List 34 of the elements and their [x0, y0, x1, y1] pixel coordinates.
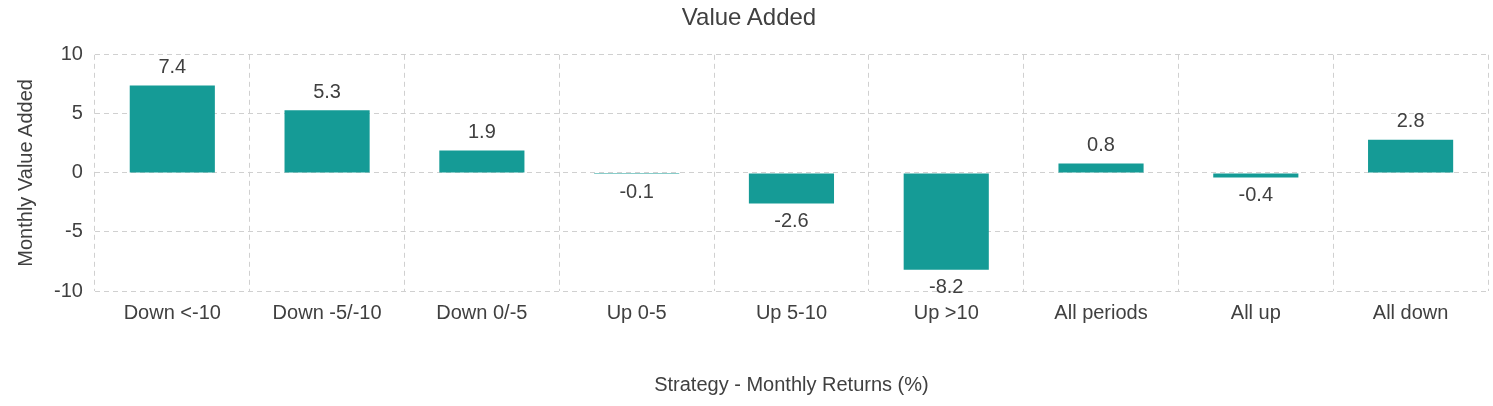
x-tick-label: All down: [1372, 300, 1449, 323]
y-tick-label: 10: [60, 42, 83, 65]
x-tick-label: Down -5/-10: [272, 300, 382, 323]
y-tick-label: 0: [71, 160, 83, 183]
data-label: -0.1: [619, 179, 654, 202]
data-label: 1.9: [467, 119, 496, 142]
data-label: 2.8: [1396, 109, 1425, 132]
bar: [439, 150, 525, 173]
y-tick-label: -10: [54, 278, 83, 301]
x-tick-label: Up >10: [913, 300, 979, 323]
data-label: 7.4: [158, 55, 187, 78]
y-tick-label: 5: [71, 101, 83, 124]
data-label: 0.8: [1087, 132, 1115, 155]
bar: [1368, 139, 1454, 173]
x-tick-label: All periods: [1054, 300, 1148, 323]
x-tick-label: Up 5-10: [755, 300, 828, 323]
data-label: -0.4: [1238, 183, 1274, 206]
y-axis-title: Monthly Value Added: [13, 79, 36, 267]
chart-title: Value Added: [681, 3, 817, 31]
x-tick-label: Down <-10: [123, 300, 221, 323]
data-label: -8.2: [929, 275, 964, 298]
data-label: -2.6: [774, 209, 809, 232]
bar: [903, 173, 989, 270]
x-tick-label: Up 0-5: [606, 300, 667, 323]
bar: [129, 85, 215, 173]
x-tick-label: All up: [1230, 300, 1281, 323]
bar: [284, 110, 370, 173]
y-tick-label: -5: [65, 219, 83, 242]
bar: [1058, 163, 1144, 173]
x-axis-title: Strategy - Monthly Returns (%): [654, 372, 929, 395]
bar: [1213, 173, 1299, 178]
x-tick-label: Down 0/-5: [436, 300, 528, 323]
data-label: 5.3: [313, 79, 341, 102]
bar: [748, 173, 835, 204]
